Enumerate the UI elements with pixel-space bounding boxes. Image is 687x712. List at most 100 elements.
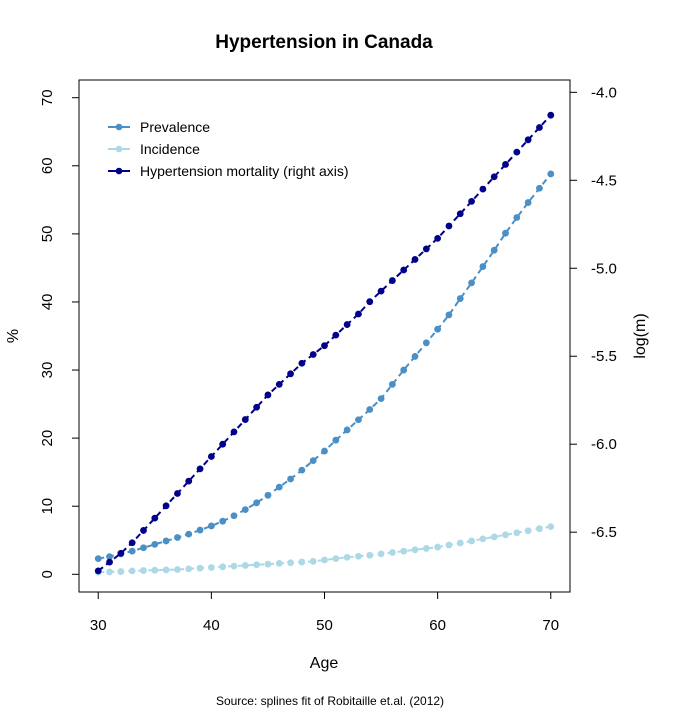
y-axis-left: 0 10 20 30 40 50 60 70 xyxy=(39,89,79,578)
data-point-prevalence xyxy=(241,506,249,514)
source-note: Source: splines fit of Robitaille et.al.… xyxy=(216,694,444,708)
data-point-mortality xyxy=(207,453,215,460)
data-point-prevalence xyxy=(434,325,442,333)
data-point-mortality xyxy=(377,287,385,295)
data-point-incidence xyxy=(275,560,283,567)
data-point-incidence xyxy=(117,568,125,575)
y2-tick-label: -5.5 xyxy=(591,348,617,365)
data-point-incidence xyxy=(185,565,193,573)
data-point-mortality xyxy=(128,539,136,547)
data-point-incidence xyxy=(106,568,113,576)
data-point-prevalence xyxy=(298,466,306,474)
y2-tick-label: -6.5 xyxy=(591,524,617,541)
y-tick-label: 30 xyxy=(39,362,56,379)
data-point-incidence xyxy=(377,550,385,558)
data-point-mortality xyxy=(524,136,532,144)
data-point-incidence xyxy=(502,531,509,539)
data-point-mortality xyxy=(162,502,170,510)
legend-label-prevalence: Prevalence xyxy=(140,119,210,135)
data-point-incidence xyxy=(174,566,181,573)
data-point-prevalence xyxy=(377,395,385,403)
data-point-mortality xyxy=(106,558,113,566)
data-point-prevalence xyxy=(536,184,543,192)
data-point-mortality xyxy=(185,477,193,485)
x-axis-label: Age xyxy=(310,655,339,672)
data-point-incidence xyxy=(343,553,351,561)
data-point-mortality xyxy=(502,161,509,168)
data-point-incidence xyxy=(490,533,498,541)
data-point-prevalence xyxy=(343,426,351,434)
data-point-mortality xyxy=(479,185,487,193)
data-point-incidence xyxy=(264,560,272,568)
data-point-incidence xyxy=(298,558,306,566)
data-point-incidence xyxy=(230,562,238,570)
data-point-mortality xyxy=(422,245,430,253)
series-line-mortality xyxy=(97,114,552,572)
data-point-prevalence xyxy=(366,406,374,413)
data-point-mortality xyxy=(513,148,521,156)
y2-tick-label: -5.0 xyxy=(591,260,617,277)
y2-tick-label: -4.0 xyxy=(591,84,617,101)
data-point-incidence xyxy=(151,566,159,574)
data-point-mortality xyxy=(241,416,249,423)
series-incidence xyxy=(94,523,555,576)
data-point-incidence xyxy=(207,564,215,571)
data-point-prevalence xyxy=(332,436,340,444)
series-layer xyxy=(94,111,555,576)
y-tick-label: 20 xyxy=(39,430,56,447)
data-point-prevalence xyxy=(128,547,136,555)
data-point-prevalence xyxy=(253,499,261,507)
data-point-mortality xyxy=(174,490,181,497)
data-point-mortality xyxy=(321,342,328,350)
legend-marker-mortality xyxy=(115,167,123,175)
data-point-mortality xyxy=(456,210,464,218)
chart-title: Hypertension in Canada xyxy=(215,32,433,53)
data-point-mortality xyxy=(196,465,204,473)
data-point-prevalence xyxy=(468,279,475,287)
data-point-mortality xyxy=(94,567,102,575)
y2-axis-label: log(m) xyxy=(632,313,649,358)
data-point-mortality xyxy=(140,527,147,534)
legend-label-incidence: Incidence xyxy=(140,141,200,157)
y2-tick-label: -4.5 xyxy=(591,172,617,189)
data-point-mortality xyxy=(309,351,317,358)
data-point-prevalence xyxy=(479,263,487,270)
data-point-incidence xyxy=(536,525,543,533)
data-point-prevalence xyxy=(445,311,453,319)
data-point-incidence xyxy=(411,546,419,554)
data-point-mortality xyxy=(253,403,261,411)
data-point-mortality xyxy=(219,440,227,448)
data-point-incidence xyxy=(128,567,136,575)
data-point-incidence xyxy=(219,563,227,571)
x-tick-label: 70 xyxy=(542,617,559,634)
data-point-mortality xyxy=(490,173,498,181)
data-point-prevalence xyxy=(162,537,170,545)
data-point-mortality xyxy=(230,428,238,436)
data-point-prevalence xyxy=(207,522,215,530)
data-point-mortality xyxy=(117,549,125,557)
data-point-incidence xyxy=(287,559,294,567)
y-tick-label: 10 xyxy=(39,498,56,515)
data-point-incidence xyxy=(253,561,261,569)
x-tick-label: 40 xyxy=(203,617,220,634)
data-point-prevalence xyxy=(400,366,408,374)
legend-label-mortality: Hypertension mortality (right axis) xyxy=(140,163,349,179)
legend-marker-incidence xyxy=(115,145,123,153)
data-point-prevalence xyxy=(388,380,396,388)
x-tick-label: 50 xyxy=(316,617,333,634)
data-point-mortality xyxy=(366,298,374,306)
data-point-mortality xyxy=(445,222,453,230)
data-point-prevalence xyxy=(547,170,555,178)
data-point-prevalence xyxy=(524,199,532,206)
data-point-mortality xyxy=(388,277,396,284)
data-point-mortality xyxy=(434,234,442,242)
legend: Prevalence Incidence Hypertension mortal… xyxy=(108,119,349,179)
data-point-prevalence xyxy=(106,553,113,560)
data-point-mortality xyxy=(400,266,408,274)
data-point-prevalence xyxy=(321,447,328,455)
data-point-incidence xyxy=(445,541,453,549)
data-point-prevalence xyxy=(230,512,238,520)
data-point-incidence xyxy=(456,539,464,547)
data-point-incidence xyxy=(321,556,328,564)
